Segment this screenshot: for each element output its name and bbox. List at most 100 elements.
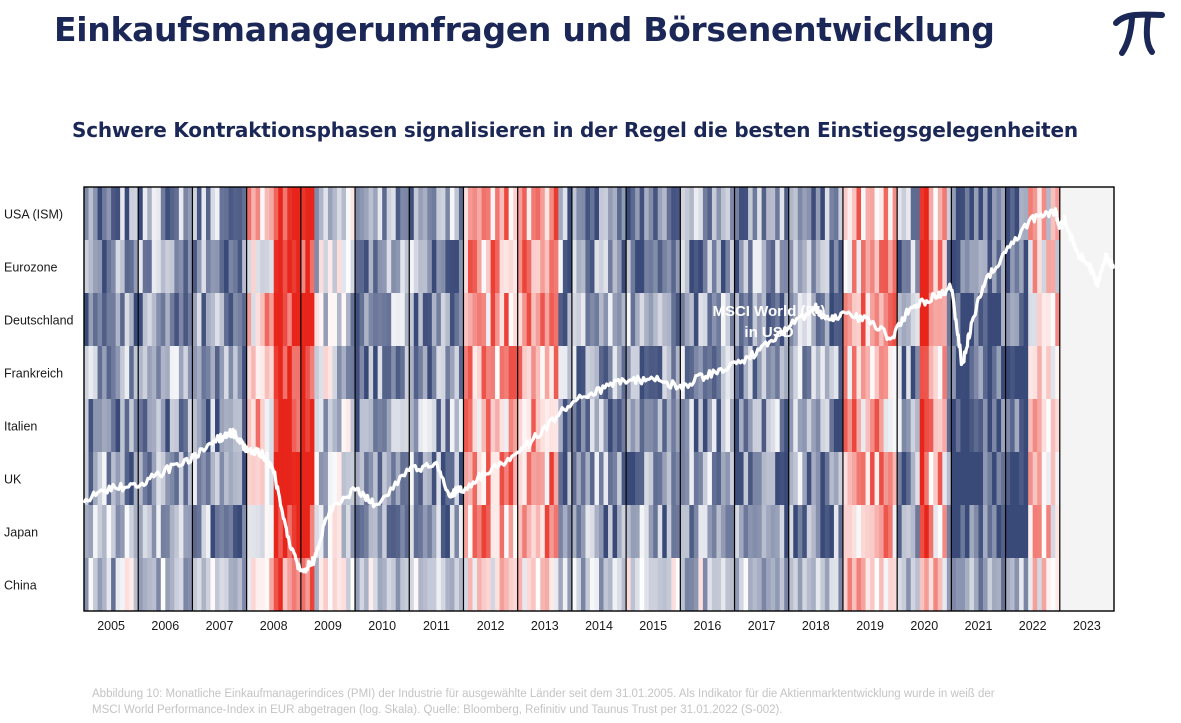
heatmap-cell	[151, 399, 157, 452]
heatmap-cell	[481, 346, 487, 399]
heatmap-cell	[684, 346, 690, 399]
heatmap-cell	[901, 558, 907, 611]
heatmap-cell	[106, 240, 112, 293]
heatmap-cell	[224, 346, 230, 399]
heatmap-cell	[833, 558, 840, 611]
heatmap-cell	[549, 293, 555, 346]
heatmap-cell	[1014, 346, 1020, 399]
heatmap-cell	[883, 187, 889, 240]
heatmap-cell	[757, 293, 763, 346]
heatmap-cell	[897, 505, 903, 558]
heatmap-cell	[748, 240, 754, 293]
heatmap-cell	[933, 452, 939, 505]
heatmap-cell	[174, 505, 180, 558]
heatmap-cell	[973, 505, 980, 558]
heatmap-cell	[612, 187, 618, 240]
heatmap-cell	[942, 346, 948, 399]
heatmap-cell	[138, 505, 144, 558]
heatmap-cell	[246, 293, 252, 346]
heatmap-cell	[693, 399, 699, 452]
heatmap-cell	[562, 293, 568, 346]
heatmap-cell	[919, 240, 925, 293]
heatmap-cell	[964, 293, 971, 346]
heatmap-cell	[788, 346, 794, 399]
heatmap-cell	[784, 293, 790, 346]
heatmap-cell	[992, 399, 998, 452]
heatmap-cell	[730, 346, 736, 399]
heatmap-cell	[1010, 346, 1016, 399]
heatmap-cell	[336, 399, 343, 452]
heatmap-cell	[260, 558, 266, 611]
heatmap-cell	[296, 187, 302, 240]
heatmap-cell	[323, 240, 329, 293]
heatmap-cell	[608, 346, 614, 399]
heatmap-cell	[463, 187, 469, 240]
heatmap-cell	[133, 452, 139, 505]
heatmap-cell	[291, 293, 297, 346]
heatmap-row-uk	[84, 452, 1061, 505]
heatmap-cell	[472, 452, 478, 505]
heatmap-cell	[553, 399, 559, 452]
heatmap-cell	[942, 452, 948, 505]
heatmap-cell	[1014, 187, 1020, 240]
heatmap-cell	[770, 399, 776, 452]
heatmap-cell	[264, 452, 270, 505]
heatmap-cell	[111, 505, 117, 558]
heatmap-cell	[350, 452, 356, 505]
heatmap-cell	[1046, 240, 1052, 293]
heatmap-cell	[1019, 399, 1025, 452]
heatmap-cell	[513, 187, 519, 240]
heatmap-cell	[93, 240, 99, 293]
heatmap-cell	[147, 505, 153, 558]
heatmap-cell	[599, 558, 605, 611]
heatmap-cell	[522, 452, 528, 505]
heatmap-cell	[477, 558, 483, 611]
heatmap-cell	[558, 452, 564, 505]
heatmap-cell	[788, 399, 794, 452]
heatmap-cell	[707, 505, 713, 558]
heatmap-cell	[928, 399, 934, 452]
heatmap-cell	[205, 558, 212, 611]
heatmap-cell	[278, 346, 284, 399]
heatmap-cell	[797, 346, 803, 399]
row-label: Frankreich	[4, 367, 63, 381]
heatmap-cell	[440, 293, 447, 346]
chart-subtitle: Schwere Kontraktionsphasen signalisieren…	[72, 118, 1078, 142]
heatmap-cell	[346, 558, 352, 611]
heatmap-cell	[205, 293, 212, 346]
heatmap-cell	[766, 293, 772, 346]
heatmap-cell	[404, 558, 410, 611]
heatmap-cell	[870, 240, 876, 293]
heatmap-cell	[824, 346, 830, 399]
heatmap-cell	[603, 346, 609, 399]
heatmap-cell	[689, 346, 695, 399]
heatmap-cell	[725, 505, 731, 558]
heatmap-cell	[1010, 240, 1016, 293]
heatmap-cell	[806, 293, 812, 346]
heatmap-cell	[1014, 399, 1020, 452]
heatmap-cell	[436, 399, 442, 452]
heatmap-cell	[269, 187, 275, 240]
heatmap-cell	[924, 558, 930, 611]
heatmap-cell	[788, 187, 794, 240]
heatmap-cell	[106, 346, 112, 399]
heatmap-cell	[562, 399, 568, 452]
heatmap-cell	[531, 505, 537, 558]
heatmap-cell	[906, 399, 912, 452]
x-tick-label: 2020	[910, 619, 938, 633]
heatmap-cell	[1005, 187, 1011, 240]
heatmap-cell	[1001, 240, 1007, 293]
heatmap-cell	[1055, 452, 1061, 505]
heatmap-cell	[255, 452, 261, 505]
heatmap-cell	[1023, 558, 1029, 611]
heatmap-row-china	[84, 558, 1061, 611]
heatmap-cell	[382, 452, 388, 505]
heatmap-cell	[626, 452, 632, 505]
heatmap-cell	[531, 399, 537, 452]
heatmap-cell	[124, 187, 130, 240]
heatmap-cell	[215, 293, 221, 346]
heatmap-cell	[567, 558, 573, 611]
heatmap-cell	[576, 558, 582, 611]
heatmap-cell	[960, 558, 966, 611]
heatmap-cell	[662, 346, 668, 399]
